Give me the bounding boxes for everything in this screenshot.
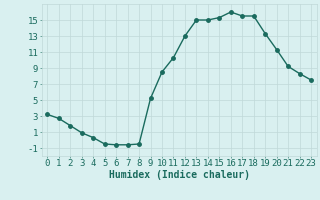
X-axis label: Humidex (Indice chaleur): Humidex (Indice chaleur) [109,170,250,180]
